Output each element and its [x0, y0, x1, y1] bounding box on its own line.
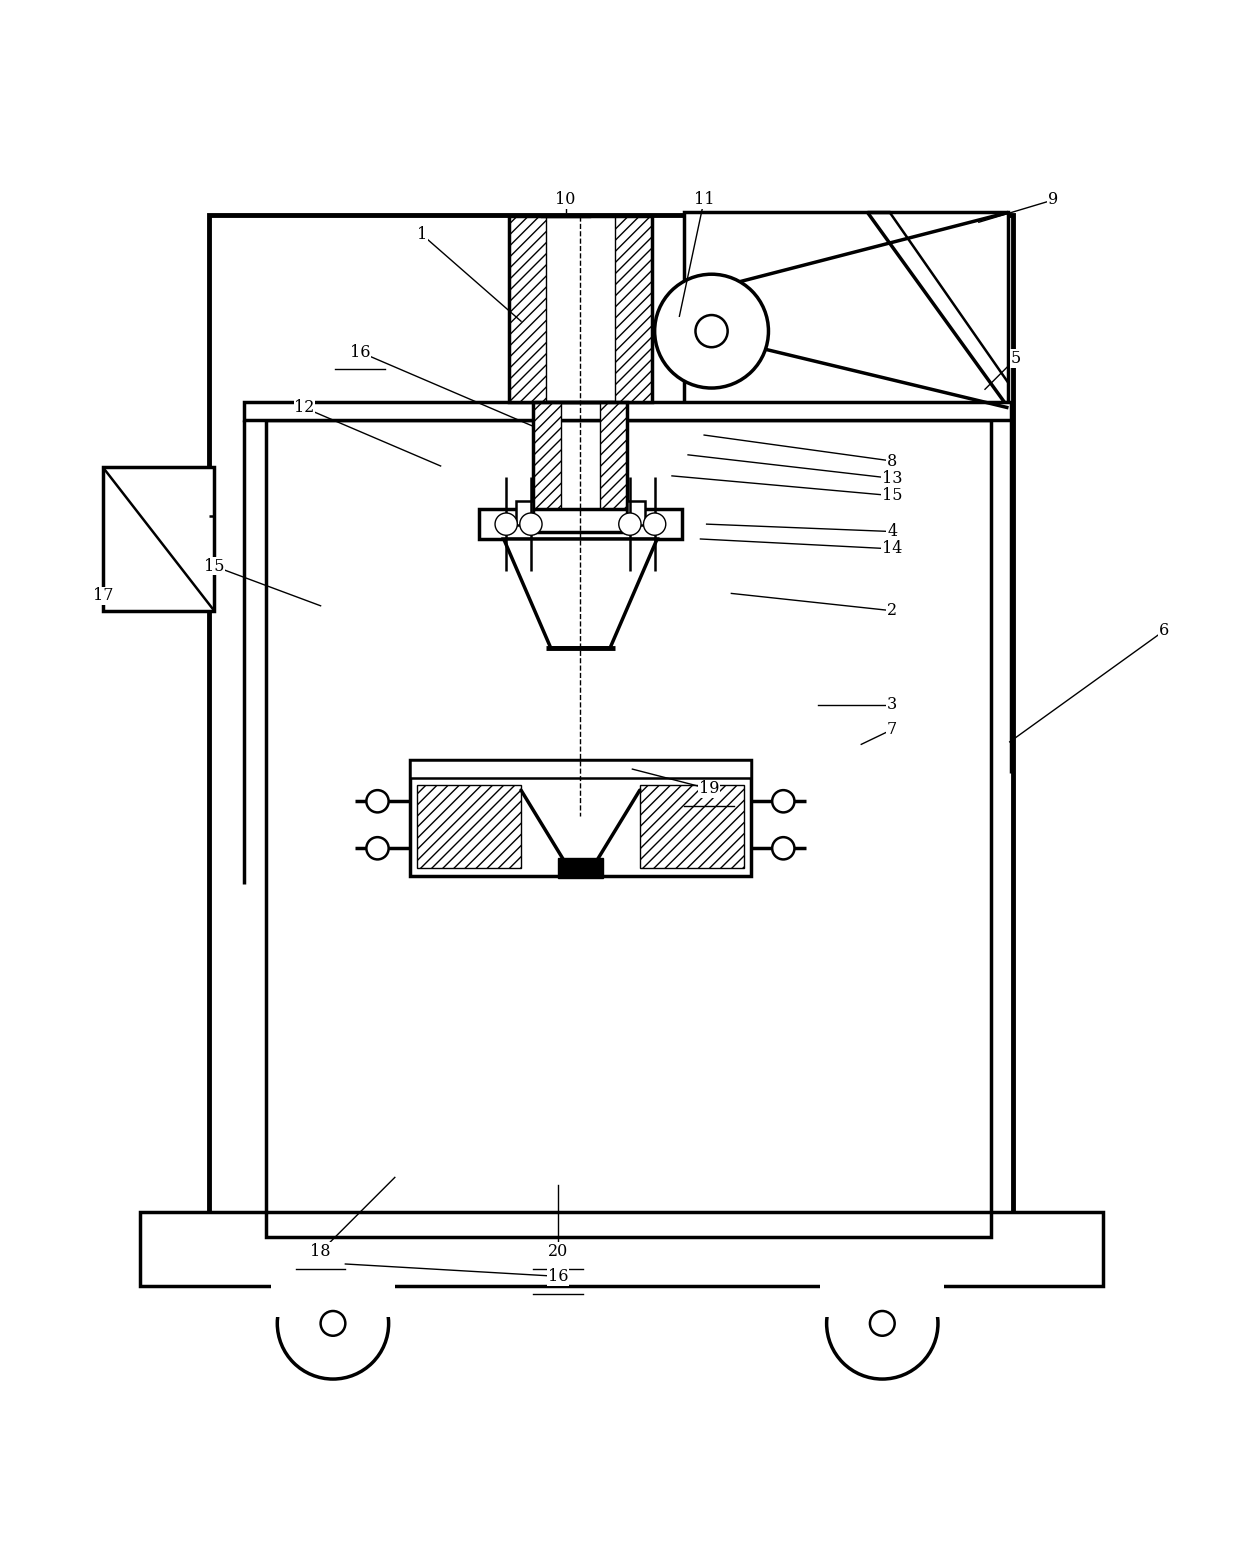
Circle shape	[696, 315, 728, 347]
Text: 5: 5	[1011, 351, 1021, 366]
Text: 19: 19	[699, 781, 719, 798]
Bar	[821, 1262, 944, 1317]
Text: 10: 10	[556, 192, 575, 209]
Bar	[563, 523, 598, 531]
Circle shape	[366, 837, 388, 860]
Circle shape	[655, 274, 769, 388]
Text: 12: 12	[294, 399, 315, 416]
Bar	[103, 467, 215, 611]
Circle shape	[644, 513, 666, 536]
Text: 7: 7	[887, 721, 898, 738]
Bar	[533, 402, 560, 531]
Bar	[615, 217, 652, 402]
Text: 11: 11	[694, 192, 714, 209]
Text: 9: 9	[1048, 192, 1058, 209]
Bar	[409, 760, 751, 876]
Text: 20: 20	[548, 1243, 568, 1260]
Circle shape	[827, 1268, 937, 1379]
Text: 6: 6	[1159, 622, 1169, 639]
Text: 14: 14	[882, 541, 903, 558]
Bar	[140, 1212, 1102, 1287]
Circle shape	[619, 513, 641, 536]
Bar	[409, 760, 751, 777]
Circle shape	[495, 513, 517, 536]
Text: 13: 13	[882, 471, 903, 486]
Text: 4: 4	[887, 523, 898, 541]
Bar	[684, 212, 1008, 408]
Polygon shape	[640, 785, 744, 868]
Bar	[508, 217, 546, 402]
Text: 1: 1	[417, 226, 427, 243]
Circle shape	[520, 513, 542, 536]
Text: 3: 3	[887, 696, 898, 714]
Text: 15: 15	[203, 558, 224, 575]
Circle shape	[321, 1310, 345, 1335]
Bar	[558, 858, 603, 879]
Polygon shape	[417, 785, 521, 868]
Bar	[533, 402, 627, 531]
Text: 2: 2	[887, 603, 898, 619]
Circle shape	[773, 790, 795, 812]
Bar	[244, 402, 1011, 421]
Text: 15: 15	[882, 488, 903, 505]
Bar	[210, 215, 1013, 1251]
Bar	[600, 402, 627, 531]
Bar	[267, 421, 991, 1237]
Bar	[508, 217, 652, 402]
Text: 18: 18	[310, 1243, 331, 1260]
Polygon shape	[503, 539, 657, 648]
Bar	[272, 1262, 394, 1317]
Bar	[479, 509, 682, 539]
Circle shape	[870, 1310, 895, 1335]
Bar	[516, 500, 533, 525]
Bar	[627, 500, 645, 525]
Circle shape	[773, 837, 795, 860]
Text: 17: 17	[93, 587, 113, 605]
Text: 16: 16	[350, 344, 371, 360]
Circle shape	[278, 1268, 388, 1379]
Text: 8: 8	[887, 452, 898, 469]
Text: 16: 16	[548, 1268, 568, 1285]
Circle shape	[366, 790, 388, 812]
